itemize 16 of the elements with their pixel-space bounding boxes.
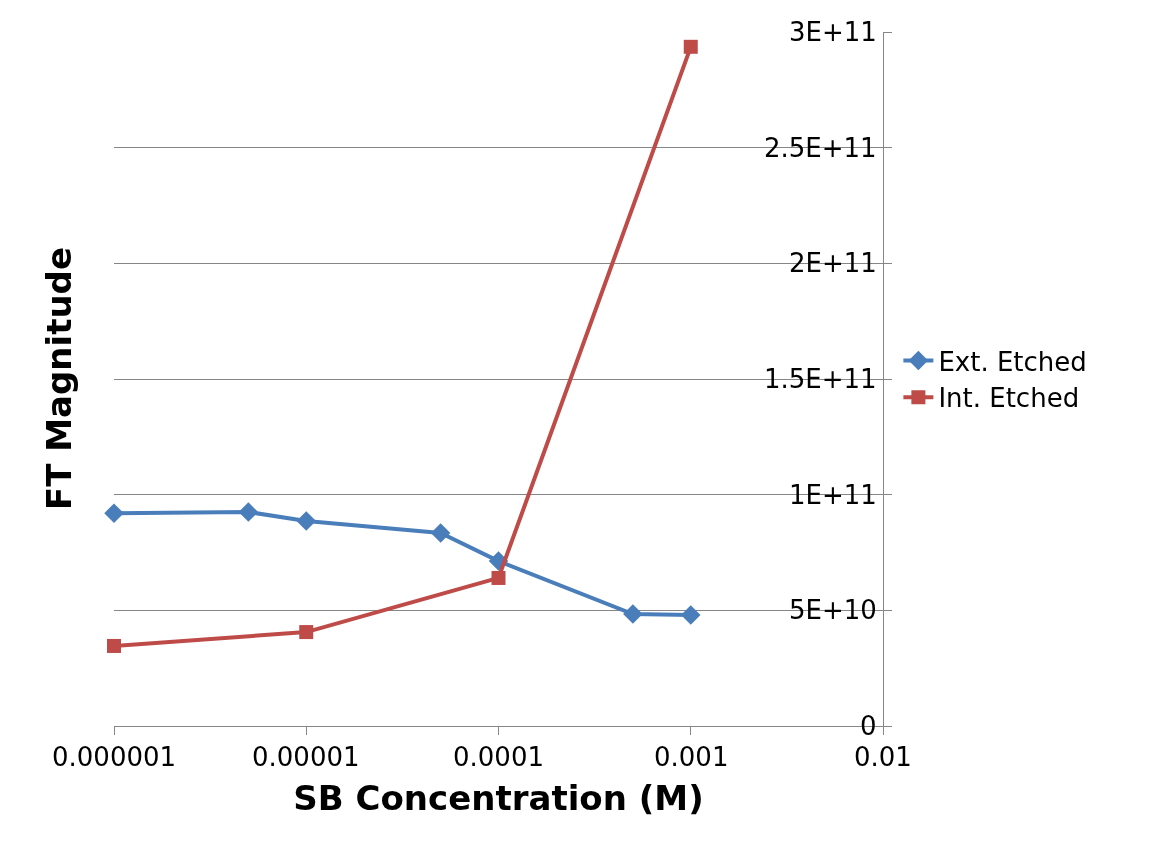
x-tick-label: 0.01 xyxy=(854,742,912,772)
y-tick-label: 5E+10 xyxy=(789,595,877,625)
y-axis-title: FT Magnitude xyxy=(39,247,80,511)
y-tick-label: 1.5E+11 xyxy=(764,364,877,394)
y-tick-label: 3E+11 xyxy=(789,17,877,47)
legend-label: Ext. Etched xyxy=(938,346,1087,377)
x-tick-label: 0.0001 xyxy=(453,742,544,772)
x-tick-label: 0.000001 xyxy=(52,742,177,772)
y-tick-label: 2.5E+11 xyxy=(764,133,877,163)
x-axis-title: SB Concentration (M) xyxy=(293,778,704,819)
x-tick-label: 0.00001 xyxy=(252,742,360,772)
y-tick-label: 2E+11 xyxy=(789,248,877,278)
x-tick-label: 0.001 xyxy=(654,742,729,772)
y-tick-label: 0 xyxy=(860,711,877,741)
y-tick-label: 1E+11 xyxy=(789,480,877,510)
legend-label: Int. Etched xyxy=(938,383,1080,414)
